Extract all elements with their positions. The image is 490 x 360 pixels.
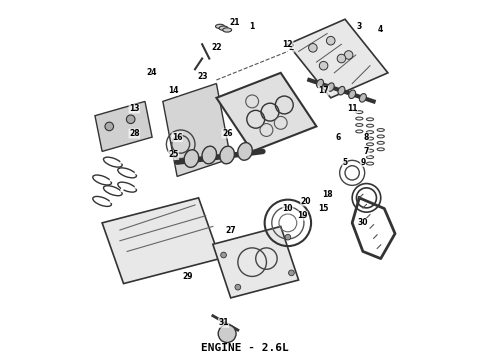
Text: 19: 19 [297, 211, 307, 220]
Text: 2: 2 [289, 43, 294, 52]
Ellipse shape [219, 26, 228, 30]
Text: 4: 4 [378, 26, 383, 35]
Circle shape [289, 270, 294, 276]
Ellipse shape [202, 146, 217, 164]
Text: 24: 24 [147, 68, 157, 77]
Ellipse shape [222, 28, 232, 32]
Text: 15: 15 [318, 204, 329, 213]
Ellipse shape [184, 150, 198, 167]
Ellipse shape [317, 79, 323, 88]
Polygon shape [288, 19, 388, 98]
Ellipse shape [349, 90, 356, 99]
Text: 25: 25 [169, 150, 179, 159]
Text: 27: 27 [225, 225, 236, 234]
Polygon shape [102, 198, 220, 284]
Circle shape [337, 54, 346, 63]
Text: 23: 23 [197, 72, 207, 81]
Text: 6: 6 [335, 132, 341, 141]
Circle shape [319, 62, 328, 70]
Text: 14: 14 [168, 86, 179, 95]
Text: 21: 21 [229, 18, 240, 27]
Text: 9: 9 [360, 158, 366, 167]
Polygon shape [217, 73, 317, 152]
Ellipse shape [338, 86, 345, 95]
Polygon shape [95, 102, 152, 152]
Text: 22: 22 [211, 43, 221, 52]
Text: 18: 18 [322, 190, 333, 199]
Text: 3: 3 [357, 22, 362, 31]
Ellipse shape [220, 146, 234, 164]
Circle shape [218, 325, 236, 342]
Text: 7: 7 [364, 147, 369, 156]
Text: 31: 31 [219, 318, 229, 327]
Text: 11: 11 [347, 104, 357, 113]
Text: 28: 28 [129, 129, 140, 138]
Polygon shape [163, 84, 231, 176]
Text: 16: 16 [172, 132, 182, 141]
Circle shape [326, 36, 335, 45]
Text: 13: 13 [129, 104, 140, 113]
Ellipse shape [216, 24, 224, 28]
Text: 12: 12 [283, 40, 293, 49]
Text: 30: 30 [358, 219, 368, 228]
Text: 5: 5 [343, 158, 347, 167]
Ellipse shape [327, 83, 334, 91]
Text: 17: 17 [318, 86, 329, 95]
Circle shape [344, 51, 353, 59]
Text: 20: 20 [300, 197, 311, 206]
Text: 1: 1 [249, 22, 255, 31]
Ellipse shape [359, 94, 367, 102]
Text: 10: 10 [283, 204, 293, 213]
Text: ENGINE - 2.6L: ENGINE - 2.6L [201, 343, 289, 353]
Circle shape [235, 284, 241, 290]
Circle shape [309, 44, 317, 52]
Ellipse shape [238, 143, 252, 160]
Circle shape [220, 252, 226, 258]
Circle shape [105, 122, 114, 131]
Text: 29: 29 [183, 272, 193, 281]
Text: 8: 8 [364, 132, 369, 141]
Circle shape [285, 234, 291, 240]
Polygon shape [213, 226, 298, 298]
Circle shape [126, 115, 135, 123]
Text: 26: 26 [222, 129, 232, 138]
